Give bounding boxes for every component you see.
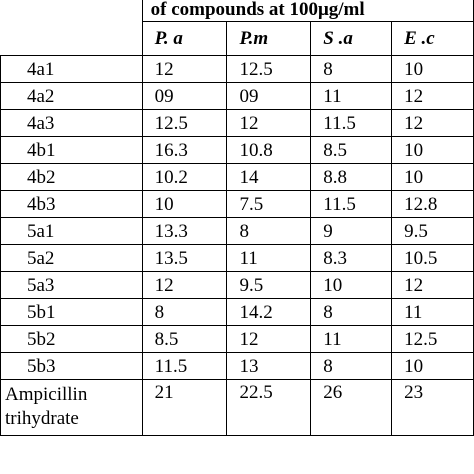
table-cell: 12 <box>392 272 474 299</box>
column-header: S .a <box>311 22 392 56</box>
table-cell: 9.5 <box>392 218 474 245</box>
table-cell: 10.2 <box>142 164 227 191</box>
compound-name: 5b3 <box>1 353 143 380</box>
table-cell: 10 <box>392 164 474 191</box>
table-cell: 12.5 <box>142 110 227 137</box>
table-title-row: of compounds at 100μg/ml <box>1 0 474 22</box>
table-cell: 12.5 <box>227 56 311 83</box>
table-cell: 10 <box>392 353 474 380</box>
table-cell: 9 <box>311 218 392 245</box>
table-cell: 11.5 <box>311 191 392 218</box>
table-row: 5a3 12 9.5 10 12 <box>1 272 474 299</box>
standard-row: Ampicillin trihydrate 21 22.5 26 23 <box>1 380 474 436</box>
table-title: of compounds at 100μg/ml <box>142 0 473 22</box>
compound-name: 5a3 <box>1 272 143 299</box>
table-cell: 23 <box>392 380 474 436</box>
table-row: 5a2 13.5 11 8.3 10.5 <box>1 245 474 272</box>
compound-name: 4b3 <box>1 191 143 218</box>
table-cell: 12.8 <box>392 191 474 218</box>
table-cell: 09 <box>227 83 311 110</box>
table-cell: 12 <box>142 272 227 299</box>
table-cell: 14.2 <box>227 299 311 326</box>
table-cell: 12 <box>142 56 227 83</box>
table-cell: 13.3 <box>142 218 227 245</box>
table-cell: 16.3 <box>142 137 227 164</box>
table-cell: 10.8 <box>227 137 311 164</box>
table-cell: 11 <box>392 299 474 326</box>
compound-name: 5b2 <box>1 326 143 353</box>
table-cell: 22.5 <box>227 380 311 436</box>
compound-name: 4a2 <box>1 83 143 110</box>
table-cell: 10 <box>311 272 392 299</box>
column-header: E .c <box>392 22 474 56</box>
table-row: 5b2 8.5 12 11 12.5 <box>1 326 474 353</box>
table-cell: 11.5 <box>142 353 227 380</box>
table-cell: 09 <box>142 83 227 110</box>
table-cell: 26 <box>311 380 392 436</box>
table-row: 4a1 12 12.5 8 10 <box>1 56 474 83</box>
table-cell: 13 <box>227 353 311 380</box>
table-cell: 12 <box>392 110 474 137</box>
compound-name: 4a1 <box>1 56 143 83</box>
table-cell: 13.5 <box>142 245 227 272</box>
table-cell: 12.5 <box>392 326 474 353</box>
table-cell: 8 <box>142 299 227 326</box>
compound-name: 5b1 <box>1 299 143 326</box>
table-cell: 8 <box>311 299 392 326</box>
table-cell: 11 <box>311 83 392 110</box>
table-cell: 9.5 <box>227 272 311 299</box>
table-row: 5a1 13.3 8 9 9.5 <box>1 218 474 245</box>
table-cell: 8.8 <box>311 164 392 191</box>
table-cell: 14 <box>227 164 311 191</box>
table-cell: 10 <box>392 56 474 83</box>
table-row: 5b1 8 14.2 8 11 <box>1 299 474 326</box>
table-cell: 11 <box>311 326 392 353</box>
row-header-corner <box>1 0 143 56</box>
table-cell: 8.5 <box>142 326 227 353</box>
table-row: 4b1 16.3 10.8 8.5 10 <box>1 137 474 164</box>
table-cell: 12 <box>392 83 474 110</box>
table-cell: 8 <box>311 56 392 83</box>
compound-name: 5a1 <box>1 218 143 245</box>
activity-table: of compounds at 100μg/ml P. a P.m S .a E… <box>0 0 474 436</box>
compound-name: 4a3 <box>1 110 143 137</box>
compound-name: 5a2 <box>1 245 143 272</box>
column-header: P.m <box>227 22 311 56</box>
table-cell: 12 <box>227 110 311 137</box>
table-cell: 7.5 <box>227 191 311 218</box>
table-cell: 12 <box>227 326 311 353</box>
table-cell: 11 <box>227 245 311 272</box>
table-row: 4b3 10 7.5 11.5 12.8 <box>1 191 474 218</box>
table-cell: 8 <box>311 353 392 380</box>
table-cell: 8 <box>227 218 311 245</box>
table-cell: 11.5 <box>311 110 392 137</box>
table-cell: 10.5 <box>392 245 474 272</box>
compound-name: 4b1 <box>1 137 143 164</box>
table-cell: 10 <box>142 191 227 218</box>
table-row: 4a2 09 09 11 12 <box>1 83 474 110</box>
column-header: P. a <box>142 22 227 56</box>
compound-name: 4b2 <box>1 164 143 191</box>
table-cell: 21 <box>142 380 227 436</box>
table-cell: 8.5 <box>311 137 392 164</box>
table-row: 5b3 11.5 13 8 10 <box>1 353 474 380</box>
table-cell: 8.3 <box>311 245 392 272</box>
table-cell: 10 <box>392 137 474 164</box>
table-row: 4a3 12.5 12 11.5 12 <box>1 110 474 137</box>
table-row: 4b2 10.2 14 8.8 10 <box>1 164 474 191</box>
standard-drug-name: Ampicillin trihydrate <box>1 380 143 436</box>
